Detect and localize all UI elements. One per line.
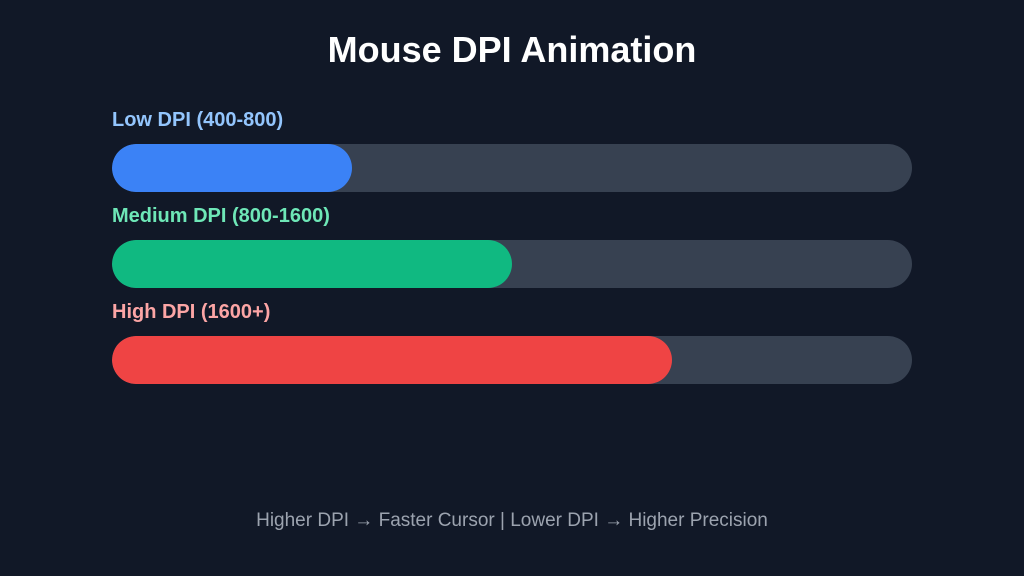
low-dpi-fill	[112, 144, 352, 192]
medium-dpi-label: Medium DPI (800-1600)	[112, 205, 330, 227]
medium-dpi-track	[112, 240, 912, 288]
medium-dpi-fill	[112, 240, 512, 288]
high-dpi-fill	[112, 336, 672, 384]
high-dpi-label: High DPI (1600+)	[112, 301, 271, 323]
low-dpi-track	[112, 144, 912, 192]
page-title: Mouse DPI Animation	[327, 29, 697, 70]
high-dpi-track	[112, 336, 912, 384]
low-dpi-label: Low DPI (400-800)	[112, 109, 284, 131]
footer-caption: Higher DPI → Faster Cursor | Lower DPI →…	[256, 510, 768, 531]
